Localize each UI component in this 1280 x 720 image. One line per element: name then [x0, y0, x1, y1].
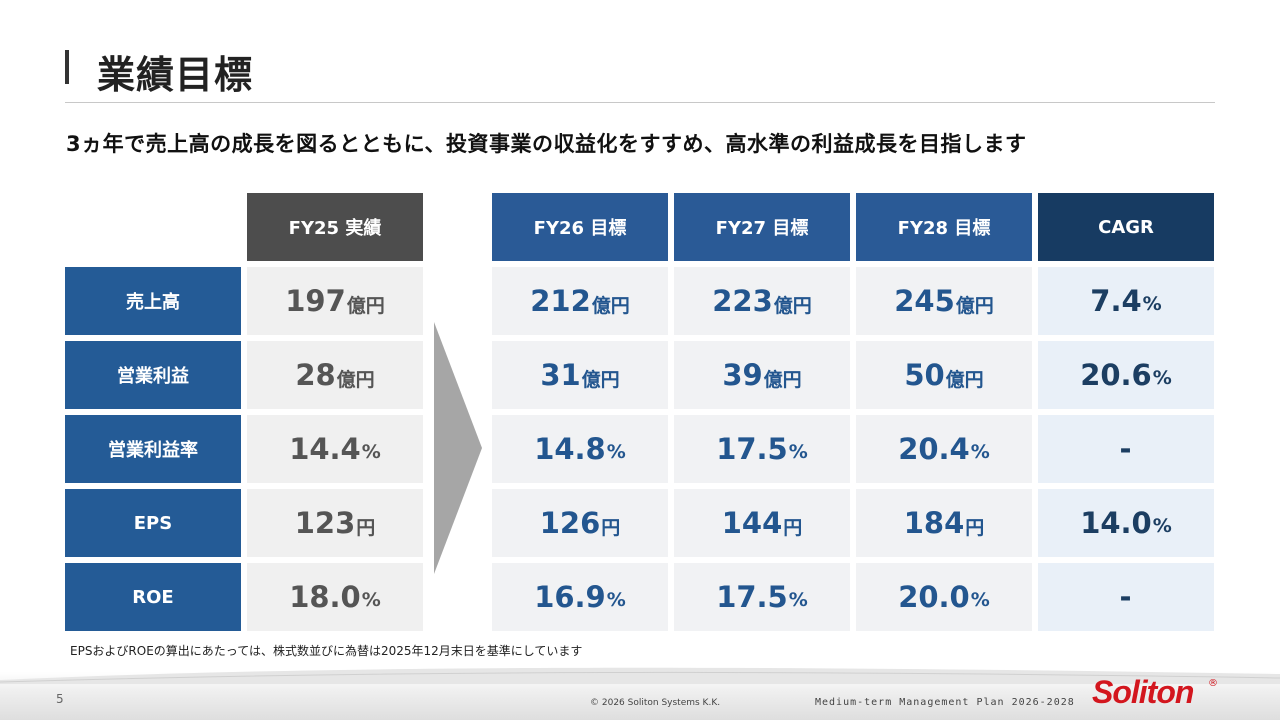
value-cell-fy25: 197 億円 [247, 267, 423, 335]
value-number: 31 [540, 358, 581, 392]
value-unit: % [1142, 293, 1162, 315]
plan-title: Medium-term Management Plan 2026-2028 [815, 697, 1075, 708]
footnote: EPSおよびROEの算出にあたっては、株式数並びに為替は2025年12月末日を基… [70, 644, 583, 658]
value-number: 18.0 [289, 580, 361, 614]
value-cell-fy27: 223 億円 [674, 267, 850, 335]
value-cell-fy25: 14.4% [247, 415, 423, 483]
value-cell-fy26: 126 円 [492, 489, 668, 557]
value-unit: % [1152, 367, 1172, 389]
value-unit: % [788, 441, 808, 463]
value-cell-fy28: 20.0% [856, 563, 1032, 631]
row-label: EPS [65, 489, 241, 557]
value-cell-fy26: 16.9% [492, 563, 668, 631]
value-number: 184 [903, 506, 965, 540]
page-number: 5 [56, 692, 64, 706]
value-cell-fy25: 18.0% [247, 563, 423, 631]
value-number: 126 [539, 506, 601, 540]
header-fy27: FY27 目標 [674, 193, 850, 261]
value-number: 20.6 [1080, 358, 1152, 392]
value-number: 39 [722, 358, 763, 392]
title-accent-bar [65, 50, 69, 84]
footer-wave-decoration [0, 667, 1280, 684]
header-fy26: FY26 目標 [492, 193, 668, 261]
value-unit: % [361, 441, 381, 463]
value-cell-fy27: 144 円 [674, 489, 850, 557]
value-cell-fy26: 212 億円 [492, 267, 668, 335]
value-number: 20.0 [898, 580, 970, 614]
row-label: 営業利益率 [65, 415, 241, 483]
row-label: 売上高 [65, 267, 241, 335]
soliton-logo: Soliton [1092, 674, 1194, 710]
title-divider [65, 102, 1215, 103]
registered-mark: ® [1208, 678, 1218, 689]
value-unit: 億円 [581, 368, 620, 391]
value-number: 197 [285, 284, 346, 318]
value-unit: 億円 [773, 294, 812, 317]
value-unit: 億円 [763, 368, 802, 391]
value-unit: 億円 [336, 368, 375, 391]
value-unit: 円 [356, 516, 376, 539]
page-subtitle: 3ヵ年で売上高の成長を図るとともに、投資事業の収益化をすすめ、高水準の利益成長を… [66, 132, 1027, 156]
value-unit: 億円 [346, 294, 385, 317]
value-unit: 円 [783, 516, 803, 539]
value-number: 50 [904, 358, 945, 392]
value-cell-fy28: 50 億円 [856, 341, 1032, 409]
transition-arrow-icon [434, 322, 482, 574]
value-number: 123 [294, 506, 356, 540]
value-unit: % [606, 441, 626, 463]
header-cagr: CAGR [1038, 193, 1214, 261]
value-number: 28 [295, 358, 336, 392]
value-unit: % [970, 441, 990, 463]
row-label: ROE [65, 563, 241, 631]
value-cell-cagr: 14.0% [1038, 489, 1214, 557]
value-cell-fy27: 39 億円 [674, 341, 850, 409]
header-fy28: FY28 目標 [856, 193, 1032, 261]
value-number: - [1119, 432, 1132, 466]
value-cell-cagr: 20.6% [1038, 341, 1214, 409]
value-unit: % [1152, 515, 1172, 537]
value-number: 223 [712, 284, 773, 318]
value-cell-cagr: 7.4% [1038, 267, 1214, 335]
value-cell-fy25: 123 円 [247, 489, 423, 557]
value-number: 144 [721, 506, 783, 540]
value-unit: % [970, 589, 990, 611]
value-number: 7.4 [1090, 284, 1142, 318]
header-fy25: FY25 実績 [247, 193, 423, 261]
value-number: 212 [530, 284, 591, 318]
value-cell-fy25: 28 億円 [247, 341, 423, 409]
value-number: 16.9 [534, 580, 606, 614]
value-number: - [1119, 580, 1132, 614]
value-cell-cagr: - [1038, 563, 1214, 631]
value-cell-fy26: 14.8% [492, 415, 668, 483]
value-unit: 億円 [955, 294, 994, 317]
value-cell-fy27: 17.5% [674, 563, 850, 631]
value-cell-fy28: 20.4% [856, 415, 1032, 483]
value-unit: % [606, 589, 626, 611]
value-cell-fy28: 245 億円 [856, 267, 1032, 335]
value-cell-fy26: 31 億円 [492, 341, 668, 409]
value-number: 14.0 [1080, 506, 1152, 540]
value-unit: 円 [965, 516, 985, 539]
value-number: 14.8 [534, 432, 606, 466]
value-number: 17.5 [716, 580, 788, 614]
value-number: 245 [894, 284, 955, 318]
value-number: 14.4 [289, 432, 361, 466]
page-title: 業績目標 [97, 53, 254, 97]
value-unit: 億円 [945, 368, 984, 391]
value-unit: 円 [601, 516, 621, 539]
value-unit: 億円 [591, 294, 630, 317]
value-cell-cagr: - [1038, 415, 1214, 483]
value-number: 17.5 [716, 432, 788, 466]
value-number: 20.4 [898, 432, 970, 466]
value-unit: % [788, 589, 808, 611]
value-cell-fy27: 17.5% [674, 415, 850, 483]
row-label: 営業利益 [65, 341, 241, 409]
value-cell-fy28: 184 円 [856, 489, 1032, 557]
copyright: © 2026 Soliton Systems K.K. [590, 698, 721, 708]
value-unit: % [361, 589, 381, 611]
